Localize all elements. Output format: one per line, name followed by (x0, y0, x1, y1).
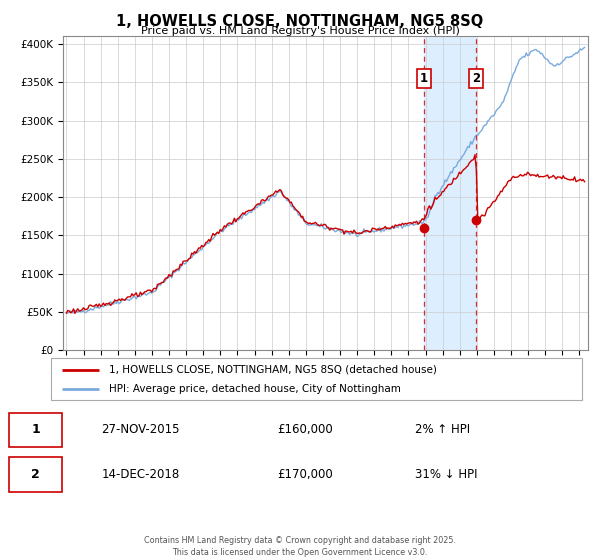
Text: 31% ↓ HPI: 31% ↓ HPI (415, 468, 478, 481)
Text: 14-DEC-2018: 14-DEC-2018 (101, 468, 179, 481)
Text: 1: 1 (420, 72, 428, 85)
Text: 2: 2 (472, 72, 480, 85)
Text: 1, HOWELLS CLOSE, NOTTINGHAM, NG5 8SQ: 1, HOWELLS CLOSE, NOTTINGHAM, NG5 8SQ (116, 14, 484, 29)
Text: 1: 1 (31, 423, 40, 436)
FancyBboxPatch shape (9, 458, 62, 492)
Bar (424, 36, 476, 350)
Text: £160,000: £160,000 (277, 423, 333, 436)
Text: £170,000: £170,000 (277, 468, 333, 481)
Text: 2: 2 (31, 468, 40, 481)
Text: 2% ↑ HPI: 2% ↑ HPI (415, 423, 470, 436)
Text: Contains HM Land Registry data © Crown copyright and database right 2025.
This d: Contains HM Land Registry data © Crown c… (144, 536, 456, 557)
Text: 27-NOV-2015: 27-NOV-2015 (101, 423, 180, 436)
FancyBboxPatch shape (9, 413, 62, 447)
Text: HPI: Average price, detached house, City of Nottingham: HPI: Average price, detached house, City… (109, 384, 401, 394)
Text: 1, HOWELLS CLOSE, NOTTINGHAM, NG5 8SQ (detached house): 1, HOWELLS CLOSE, NOTTINGHAM, NG5 8SQ (d… (109, 365, 437, 375)
Text: Price paid vs. HM Land Registry's House Price Index (HPI): Price paid vs. HM Land Registry's House … (140, 26, 460, 36)
